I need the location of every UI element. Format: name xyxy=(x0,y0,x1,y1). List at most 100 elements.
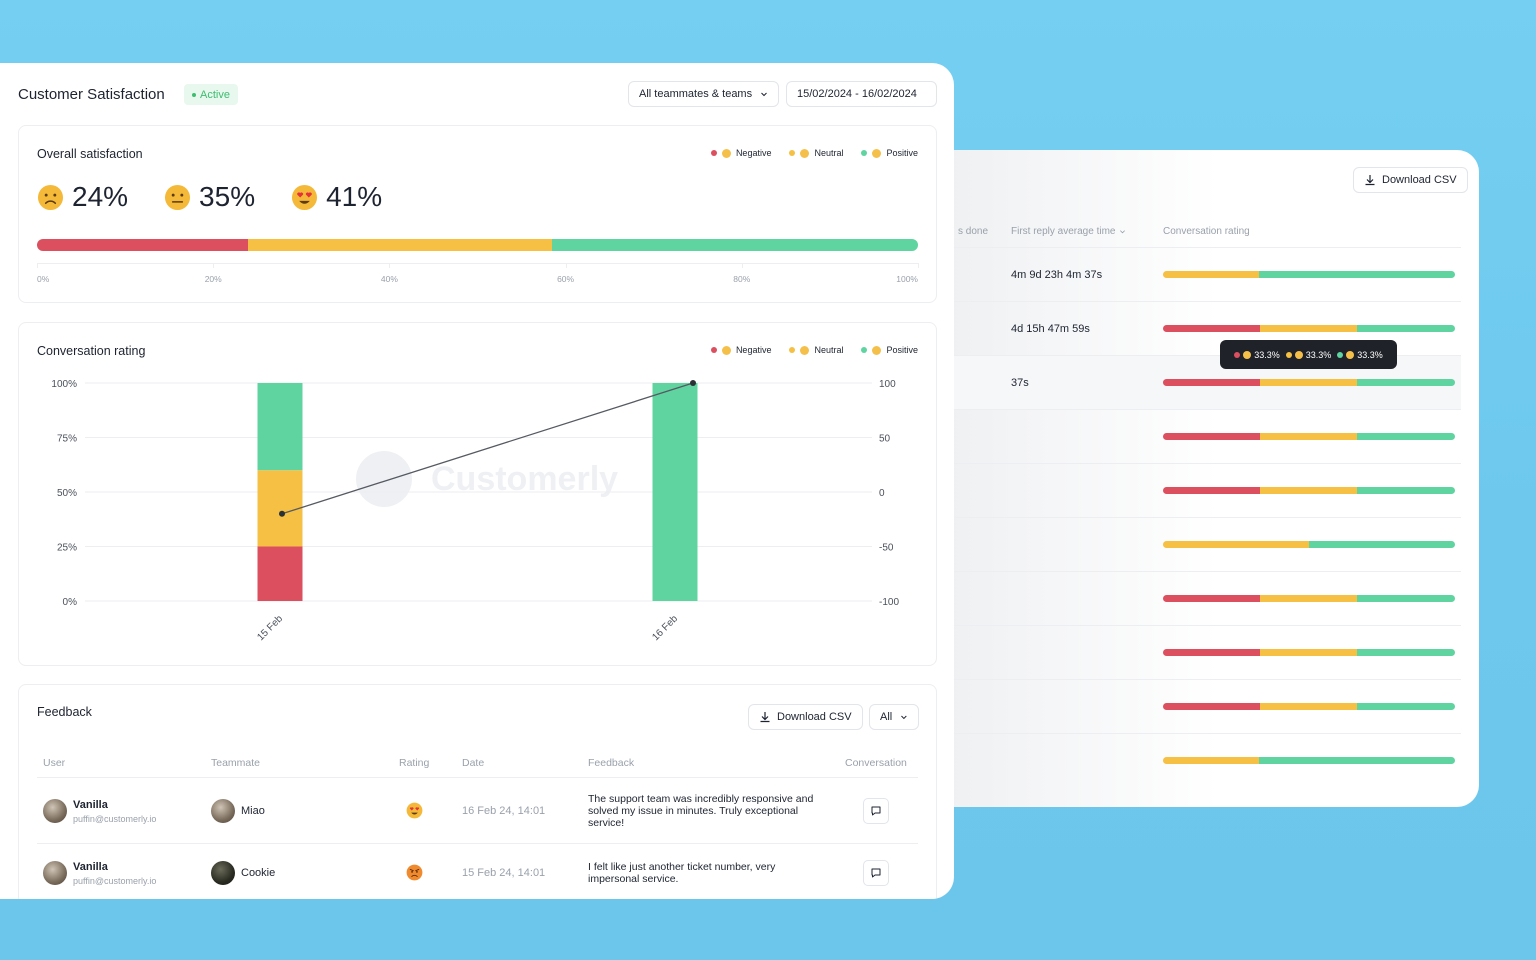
rating-negative-segment xyxy=(1163,595,1261,602)
date-range-picker[interactable]: 15/02/2024 - 16/02/2024 xyxy=(786,81,937,107)
neutral-emoji-icon xyxy=(1294,350,1303,359)
rating-neutral-segment xyxy=(1163,271,1260,278)
table-row[interactable] xyxy=(940,571,1461,625)
legend-negative-dot xyxy=(710,150,717,156)
neutral-emoji-icon xyxy=(800,148,810,158)
frown-emoji-icon xyxy=(721,345,731,355)
chevron-down-icon xyxy=(1120,230,1126,234)
team-filter-select[interactable]: All teammates & teams xyxy=(628,81,780,107)
axis-tick-mark xyxy=(918,263,919,268)
rating-negative-segment xyxy=(1163,649,1261,656)
x-axis-tick-label: 15 Feb xyxy=(255,613,285,643)
bar-negative-segment xyxy=(257,546,303,601)
rating-negative-segment xyxy=(1163,379,1261,386)
rating-positive-segment xyxy=(1259,271,1455,278)
conversation-rating-bar[interactable] xyxy=(1163,379,1455,386)
positive-dot xyxy=(1337,351,1344,358)
angry-emoji-icon xyxy=(406,864,423,881)
legend-negative: Negative xyxy=(710,148,772,158)
frown-emoji-icon xyxy=(721,148,731,158)
column-header-first-reply-label: First reply average time xyxy=(1011,226,1116,237)
legend-positive-dot xyxy=(861,347,868,353)
feedback-date: 15 Feb 24, 14:01 xyxy=(462,867,546,879)
conversation-rating-bar[interactable] xyxy=(1163,325,1455,332)
legend-negative: Negative xyxy=(710,345,771,355)
feedback-text: The support team was incredibly responsi… xyxy=(588,793,814,829)
table-row[interactable]: 4d 15h 47m 59s xyxy=(940,301,1461,355)
page-header: Customer Satisfaction Active All teammat… xyxy=(18,81,937,107)
feedback-filter-select[interactable]: All xyxy=(869,704,919,730)
open-conversation-button[interactable] xyxy=(863,860,889,886)
rating-negative-segment xyxy=(1163,433,1261,440)
table-row[interactable] xyxy=(940,625,1461,679)
table-row[interactable] xyxy=(940,517,1461,571)
legend-positive: Positive xyxy=(861,148,918,158)
table-row[interactable] xyxy=(940,409,1461,463)
feedback-download-csv-button[interactable]: Download CSV xyxy=(748,704,863,730)
positive-emoji-icon xyxy=(1346,350,1355,359)
overall-bar-negative-segment xyxy=(37,239,249,251)
conversation-rating-bar[interactable] xyxy=(1163,541,1455,548)
watermark-logo-icon xyxy=(356,451,412,507)
trend-point xyxy=(690,380,696,386)
axis-tick-mark xyxy=(741,263,743,268)
rating-positive-segment xyxy=(1357,649,1455,656)
status-badge: Active xyxy=(184,84,238,105)
positive-stat: 41% xyxy=(291,181,382,213)
rating-positive-segment xyxy=(1309,541,1455,548)
rating-neutral-segment xyxy=(1260,487,1358,494)
trend-line xyxy=(281,382,694,515)
conversation-rating-bar[interactable] xyxy=(1163,433,1455,440)
table-row[interactable] xyxy=(940,733,1461,787)
y-axis-left-tick: 0% xyxy=(63,597,78,608)
y-axis-right-tick: -100 xyxy=(879,597,899,608)
axis-tick-label: 60% xyxy=(557,274,575,284)
conversation-rating-bar[interactable] xyxy=(1163,271,1455,278)
user-avatar xyxy=(43,799,67,823)
conversation-rating-bar[interactable] xyxy=(1163,487,1455,494)
axis-tick-label: 20% xyxy=(204,274,222,284)
conversation-rating-bar[interactable] xyxy=(1163,595,1455,602)
neutral-percentage: 35% xyxy=(199,181,256,212)
conversation-rating-bar[interactable] xyxy=(1163,757,1455,764)
table-row[interactable] xyxy=(940,463,1461,517)
download-csv-button[interactable]: Download CSV xyxy=(1353,167,1468,193)
rating-neutral-segment xyxy=(1163,541,1309,548)
column-header-first-reply[interactable]: First reply average time xyxy=(1011,226,1126,237)
y-axis-left-tick: 100% xyxy=(51,379,77,390)
user-name: Vanilla xyxy=(73,861,108,873)
column-header-rating: Rating xyxy=(399,757,430,769)
tooltip-neutral-value: 33.3% xyxy=(1305,349,1332,360)
legend-neutral-label: Neutral xyxy=(814,345,844,355)
trend-point xyxy=(279,510,285,517)
teammates-rating-panel: Download CSV s done First reply average … xyxy=(900,150,1479,807)
y-axis-left-tick: 25% xyxy=(57,543,77,554)
chevron-down-icon xyxy=(761,92,767,97)
chart-legend: Negative Neutral Positive xyxy=(710,345,918,355)
overall-satisfaction-bar xyxy=(37,239,918,251)
rating-positive-segment xyxy=(1357,325,1455,332)
column-header-teammate: Teammate xyxy=(211,757,261,769)
axis-tick-mark xyxy=(389,263,391,268)
user-avatar xyxy=(43,861,67,885)
overall-bar-positive-segment xyxy=(552,239,918,251)
legend-neutral: Neutral xyxy=(789,345,843,355)
user-email: puffin@customerly.io xyxy=(73,814,157,824)
y-axis-left-tick: 50% xyxy=(57,488,77,499)
rating-positive-segment xyxy=(1357,433,1455,440)
rating-positive-segment xyxy=(1357,487,1455,494)
conversation-rating-bar[interactable] xyxy=(1163,703,1455,710)
chat-icon xyxy=(871,868,881,878)
axis-tick-label: 40% xyxy=(380,274,398,284)
legend-negative-label: Negative xyxy=(735,148,772,158)
y-axis-left-tick: 75% xyxy=(57,434,77,445)
column-header-conversation-rating: Conversation rating xyxy=(1163,226,1250,237)
open-conversation-button[interactable] xyxy=(863,798,889,824)
tooltip-positive-value: 33.3% xyxy=(1357,349,1383,360)
teammate-avatar xyxy=(211,861,235,885)
table-row[interactable]: 4m 9d 23h 4m 37s xyxy=(940,247,1461,301)
conversation-rating-bar[interactable] xyxy=(1163,649,1455,656)
teammate-name: Miao xyxy=(241,805,265,817)
table-row[interactable] xyxy=(940,679,1461,733)
